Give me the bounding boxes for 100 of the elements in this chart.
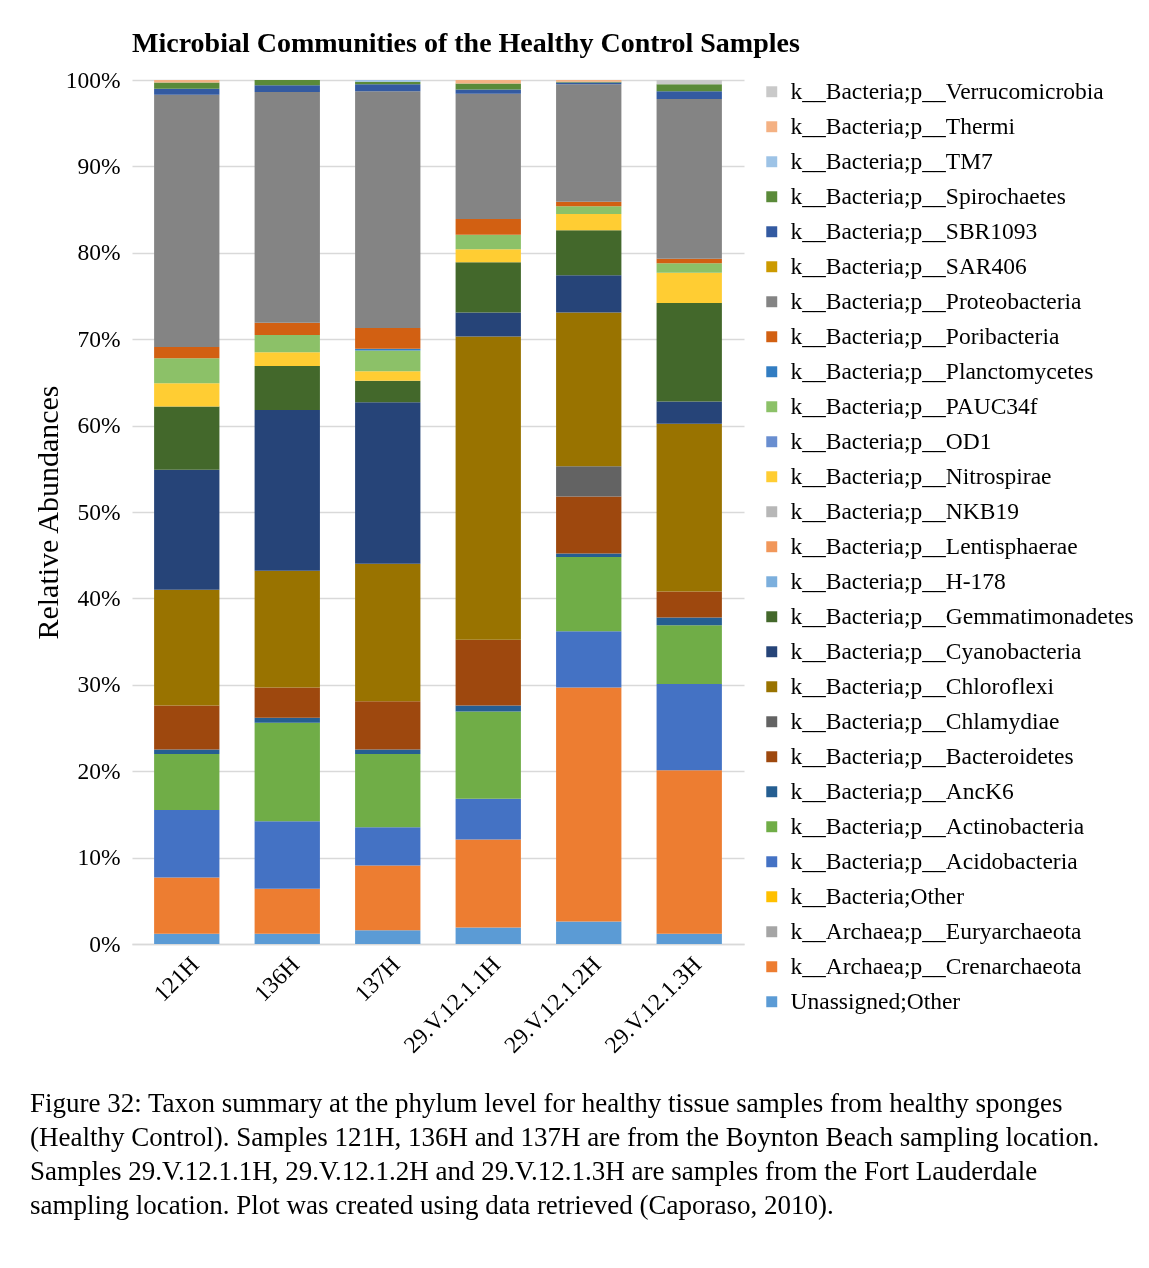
bar <box>154 469 220 590</box>
caption: Figure 32: Taxon summary at the phylum level for healthy tissue samples from healthy sponges (Healthy Control). Samples 121H, 136H and 137H are from the Boynton Beach sampling location. Samples 29.V.12.1.1H, 29.V.12.1.2H and 29.V.12.1.3H are samples from the Fort Lauderdale sampling location. Plot was created using data retrieved (Caporaso, 2010). <box>30 1088 1100 1220</box>
bar <box>254 821 320 889</box>
legend-label: Unassigned;Other <box>790 987 961 1014</box>
bar <box>556 213 622 231</box>
y-tick-label: 80% <box>77 239 121 266</box>
bar <box>556 84 622 202</box>
bar <box>455 234 521 250</box>
bar <box>455 312 521 337</box>
bar <box>154 80 220 83</box>
bar <box>355 930 421 944</box>
bar <box>355 84 421 92</box>
bar <box>455 639 521 706</box>
bar <box>556 631 622 688</box>
bar <box>254 80 320 86</box>
bar <box>455 249 521 263</box>
bar <box>254 570 320 688</box>
bar <box>656 80 722 85</box>
bar <box>254 717 320 723</box>
bar <box>656 84 722 92</box>
bar <box>656 99 722 259</box>
bar <box>154 94 220 347</box>
bar <box>656 591 722 618</box>
bar <box>455 927 521 944</box>
bar <box>656 401 722 424</box>
bar <box>656 272 722 303</box>
bar <box>556 466 622 497</box>
bar <box>355 701 421 750</box>
bar <box>154 406 220 470</box>
bar <box>355 402 421 564</box>
bar <box>254 322 320 335</box>
y-tick-label: 30% <box>77 671 121 698</box>
bar <box>154 749 220 754</box>
legend-label: k__Bacteria;p__Planctomycetes <box>790 357 1094 384</box>
legend-label: k__Bacteria;p__SBR1093 <box>790 217 1038 244</box>
bar <box>556 312 622 467</box>
bar <box>556 496 622 554</box>
bar <box>355 563 421 702</box>
bar <box>154 933 220 944</box>
bar <box>154 358 220 384</box>
bar <box>556 275 622 313</box>
legend-label: k__Bacteria;p__OD1 <box>790 427 992 454</box>
bar <box>355 753 421 828</box>
chart-title: Microbial Communities of the Healthy Control Samples <box>132 27 800 58</box>
bar <box>656 423 722 592</box>
bar <box>556 553 622 557</box>
bar <box>455 336 521 640</box>
bar <box>556 201 622 207</box>
legend-label: k__Archaea;p__Crenarchaeota <box>790 952 1083 979</box>
legend-label: k__Bacteria;p__NKB19 <box>790 497 1019 524</box>
bar <box>455 89 521 94</box>
bar <box>355 350 421 372</box>
bar <box>355 91 421 328</box>
bar <box>254 410 320 571</box>
bar <box>254 722 320 822</box>
bar <box>455 839 521 928</box>
bar <box>154 88 220 95</box>
bar <box>656 302 722 402</box>
legend-label: k__Bacteria;p__Gemmatimonadetes <box>790 602 1134 629</box>
bar <box>254 888 320 934</box>
y-tick-label: 20% <box>77 757 121 784</box>
legend-label: k__Bacteria;p__Bacteroidetes <box>790 742 1074 769</box>
bar <box>455 262 521 313</box>
bar <box>355 827 421 866</box>
legend-label: k__Bacteria;p__Verrucomicrobia <box>790 77 1105 104</box>
bar <box>556 921 622 944</box>
bar <box>656 617 722 626</box>
bar <box>154 877 220 934</box>
y-tick-label: 50% <box>77 498 121 525</box>
bar <box>556 687 622 922</box>
y-axis-title: Relative Abundances <box>30 385 64 640</box>
bar <box>254 352 320 366</box>
bar <box>154 810 220 878</box>
legend-label: k__Bacteria;p__Poribacteria <box>790 322 1060 349</box>
bar <box>455 83 521 90</box>
bar <box>656 770 722 934</box>
legend-label: k__Bacteria;p__Proteobacteria <box>790 287 1083 314</box>
bar <box>656 933 722 944</box>
bar <box>455 705 521 712</box>
bar <box>254 933 320 944</box>
bar <box>355 380 421 403</box>
bar <box>254 92 320 323</box>
bar <box>656 263 722 273</box>
legend-label: k__Bacteria;p__H-178 <box>790 567 1006 594</box>
legend-label: k__Bacteria;p__TM7 <box>790 147 994 174</box>
bar <box>254 687 320 718</box>
legend-label: k__Bacteria;p__Cyanobacteria <box>790 637 1083 664</box>
legend-label: k__Archaea;p__Euryarchaeota <box>790 917 1083 944</box>
legend-label: k__Bacteria;p__Nitrospirae <box>790 462 1052 489</box>
bar <box>355 865 421 931</box>
legend-label: k__Bacteria;p__SAR406 <box>790 252 1028 279</box>
bar <box>355 327 421 349</box>
bar <box>154 705 220 750</box>
legend-label: k__Bacteria;p__PAUC34f <box>790 392 1038 419</box>
bar <box>355 749 421 754</box>
legend-label: k__Bacteria;p__Spirochaetes <box>790 182 1066 209</box>
bar <box>254 365 320 411</box>
bar <box>154 82 220 89</box>
bar <box>656 258 722 264</box>
legend-label: k__Bacteria;p__Thermi <box>790 112 1016 139</box>
